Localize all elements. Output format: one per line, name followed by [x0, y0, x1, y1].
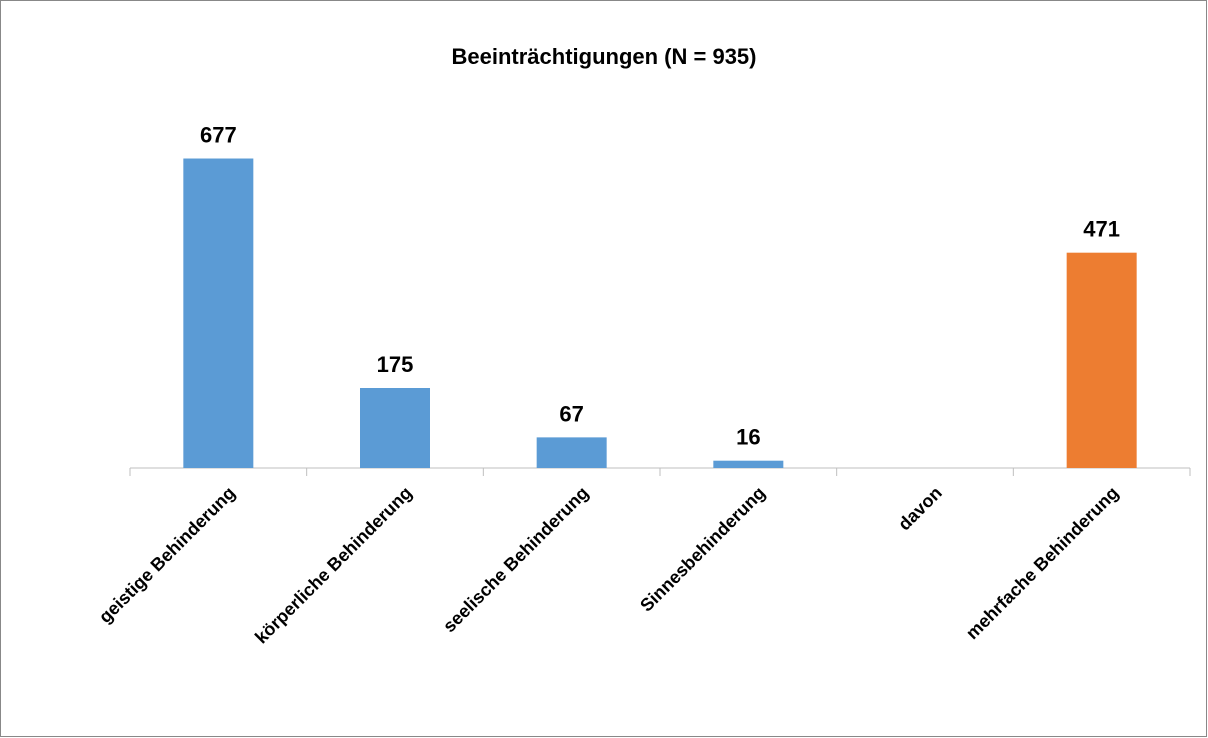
data-label: 175	[377, 352, 414, 377]
bar	[713, 460, 784, 468]
bar	[536, 437, 607, 468]
bar	[360, 388, 430, 468]
data-label: 677	[200, 123, 237, 148]
chart-title: Beeinträchtigungen (N = 935)	[451, 44, 756, 69]
data-label: 67	[559, 401, 583, 426]
bar	[183, 158, 254, 468]
data-label: 16	[736, 425, 760, 450]
bar	[1066, 252, 1137, 468]
data-label: 471	[1083, 217, 1120, 242]
